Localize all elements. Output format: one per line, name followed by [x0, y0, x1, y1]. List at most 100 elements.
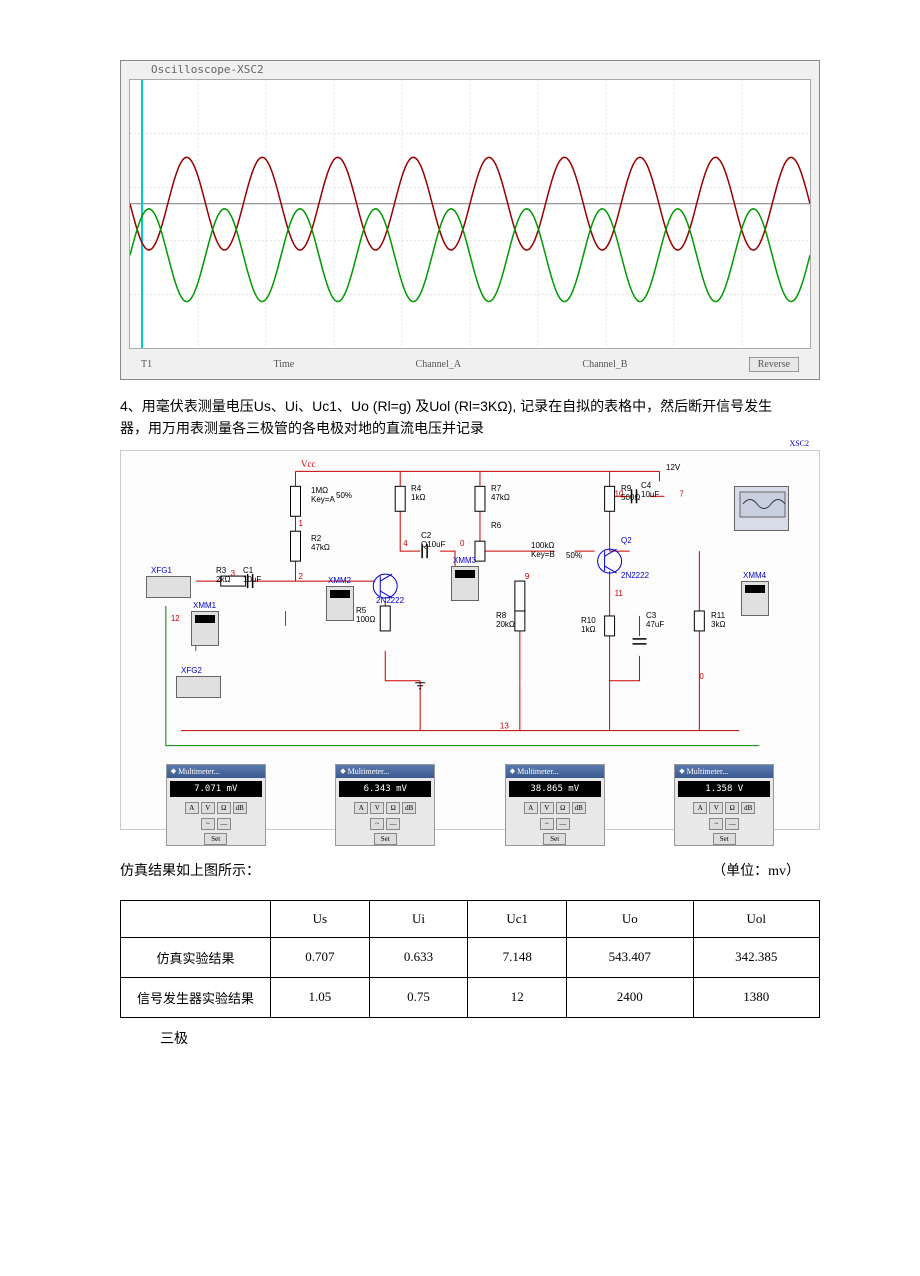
meter-btn-dB[interactable]: dB [233, 802, 247, 814]
meter-set-button[interactable]: Set [374, 833, 397, 845]
meter-wave-btn[interactable]: — [217, 818, 231, 830]
r2-label: R247kΩ [311, 534, 330, 552]
xmm4-widget[interactable] [741, 581, 769, 616]
xmm3-widget[interactable] [451, 566, 479, 601]
meter-mode-buttons: AVΩdB [675, 800, 773, 816]
r6-label: R6 [491, 521, 501, 530]
scope-reverse-button[interactable]: Reverse [749, 357, 799, 372]
meter-title: Multimeter... [506, 765, 604, 778]
meter-title: Multimeter... [167, 765, 265, 778]
svg-text:12: 12 [171, 614, 180, 623]
table-cell: 12 [468, 977, 567, 1017]
r8-label: R820kΩ [496, 611, 515, 629]
r11-label: R113kΩ [711, 611, 725, 629]
xmm2-widget[interactable] [326, 586, 354, 621]
meter-wave-btn[interactable]: ~ [540, 818, 554, 830]
meters-row: Multimeter...7.071 mVAVΩdB~—SetMultimete… [121, 759, 819, 829]
meter-title: Multimeter... [675, 765, 773, 778]
row-label: 信号发生器实验结果 [121, 977, 271, 1017]
meter-display: 1.358 V [678, 781, 770, 797]
svg-text:11: 11 [615, 589, 624, 598]
meter-wave-btn[interactable]: — [725, 818, 739, 830]
multimeter-1[interactable]: Multimeter...7.071 mVAVΩdB~—Set [166, 764, 266, 846]
meter-btn-A[interactable]: A [693, 802, 707, 814]
xfg1-widget[interactable] [146, 576, 191, 598]
meter-set-button[interactable]: Set [713, 833, 736, 845]
meter-btn-dB[interactable]: dB [572, 802, 586, 814]
meter-btn-V[interactable]: V [709, 802, 723, 814]
meter-btn-dB[interactable]: dB [402, 802, 416, 814]
table-cell: 1.05 [271, 977, 370, 1017]
meter-wave-btn[interactable]: — [556, 818, 570, 830]
multimeter-3[interactable]: Multimeter...38.865 mVAVΩdB~—Set [505, 764, 605, 846]
meter-btn-A[interactable]: A [524, 802, 538, 814]
meter-btn-Ω[interactable]: Ω [217, 802, 231, 814]
xfg2-widget[interactable] [176, 676, 221, 698]
table-cell: 2400 [567, 977, 693, 1017]
meter-display: 6.343 mV [339, 781, 431, 797]
meter-wave-btn[interactable]: ~ [709, 818, 723, 830]
header-us: Us [271, 900, 370, 937]
meter-set-row: Set [506, 832, 604, 845]
meter-btn-dB[interactable]: dB [741, 802, 755, 814]
table-cell: 0.707 [271, 937, 370, 977]
multimeter-2[interactable]: Multimeter...6.343 mVAVΩdB~—Set [335, 764, 435, 846]
meter-wave-btn[interactable]: ~ [370, 818, 384, 830]
r9-label: R9500Ω [621, 484, 640, 502]
meter-wave-btn[interactable]: ~ [201, 818, 215, 830]
xsc2-label: XSC2 [789, 439, 809, 448]
header-ui: Ui [369, 900, 468, 937]
caption-right: （单位：mv） [712, 860, 800, 880]
c4-label: C410uF [641, 481, 659, 499]
instruction-paragraph: 4、用毫伏表测量电压Us、Ui、Uc1、Uo (Rl=g) 及Uol (Rl=3… [120, 395, 800, 440]
meter-wave-btn[interactable]: — [386, 818, 400, 830]
table-cell: 7.148 [468, 937, 567, 977]
xmm1-widget[interactable] [191, 611, 219, 646]
meter-btn-A[interactable]: A [185, 802, 199, 814]
meter-btn-Ω[interactable]: Ω [556, 802, 570, 814]
caption-left: 仿真结果如上图所示： [120, 860, 260, 880]
circuit-svg: 1 2 3 4 0 7 9 10 11 12 13 0 [121, 451, 819, 761]
header-uc1: Uc1 [468, 900, 567, 937]
r1-pct: 50% [336, 491, 352, 500]
q2-model: 2N2222 [621, 571, 649, 580]
meter-set-button[interactable]: Set [204, 833, 227, 845]
svg-text:4: 4 [403, 539, 408, 548]
xmm4-label: XMM4 [743, 571, 766, 580]
table-cell: 543.407 [567, 937, 693, 977]
meter-mode-buttons: AVΩdB [167, 800, 265, 816]
svg-text:2: 2 [298, 572, 303, 581]
meter-btn-A[interactable]: A [354, 802, 368, 814]
pot-label: 100kΩKey=B [531, 541, 555, 559]
meter-btn-Ω[interactable]: Ω [725, 802, 739, 814]
result-caption: 仿真结果如上图所示： （单位：mv） [120, 860, 800, 880]
circuit-canvas: 1 2 3 4 0 7 9 10 11 12 13 0 Vcc 12V 1MΩK… [121, 451, 819, 761]
r10-label: R101kΩ [581, 616, 596, 634]
meter-set-row: Set [675, 832, 773, 845]
scope-screen [129, 79, 811, 349]
pot-pct: 50% [566, 551, 582, 560]
circuit-diagram: 1 2 3 4 0 7 9 10 11 12 13 0 Vcc 12V 1MΩK… [120, 450, 820, 830]
meter-btn-V[interactable]: V [540, 802, 554, 814]
meter-btn-V[interactable]: V [201, 802, 215, 814]
voltage-label: 12V [666, 463, 680, 472]
xsc2-widget[interactable] [734, 486, 789, 531]
xmm3-label: XMM3 [453, 556, 476, 565]
xmm2-label: XMM2 [328, 576, 351, 585]
meter-set-row: Set [336, 832, 434, 845]
q1-label: 2N2222 [376, 596, 404, 605]
svg-text:0: 0 [699, 672, 704, 681]
scope-svg [130, 80, 810, 348]
c1-label: C110uF [243, 566, 261, 584]
multimeter-4[interactable]: Multimeter... 1.358 V AVΩdB ~— Set [674, 764, 774, 846]
r3-label: R32kΩ [216, 566, 230, 584]
meter-wave-buttons: ~— [336, 816, 434, 832]
meter-btn-V[interactable]: V [370, 802, 384, 814]
table-header-row: Us Ui Uc1 Uo Uol [121, 900, 820, 937]
scope-t1-label: T1 [141, 359, 152, 370]
meter-btn-Ω[interactable]: Ω [386, 802, 400, 814]
scope-title: Oscilloscope-XSC2 [151, 63, 264, 76]
meter-set-button[interactable]: Set [543, 833, 566, 845]
meter-display: 7.071 mV [170, 781, 262, 797]
meter-wave-buttons: ~— [167, 816, 265, 832]
